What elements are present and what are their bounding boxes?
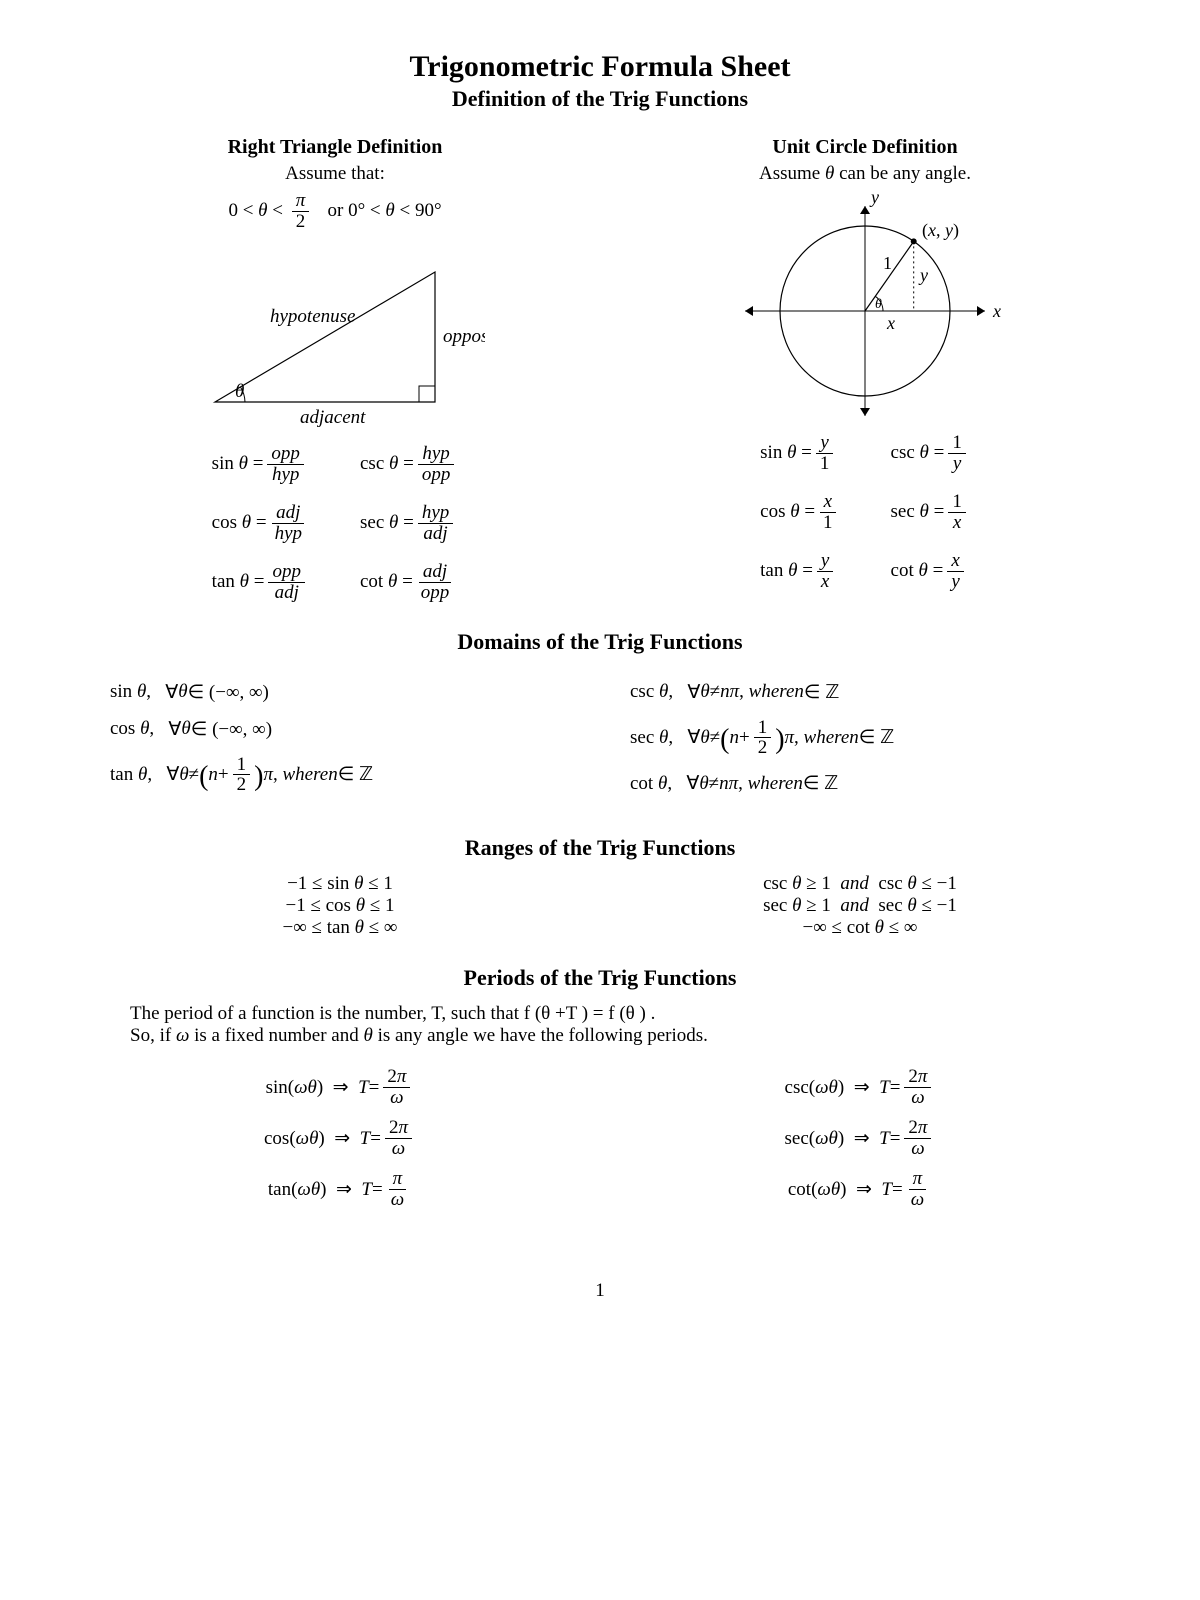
ranges-heading: Ranges of the Trig Functions (90, 835, 1110, 861)
svg-text:opposite: opposite (443, 326, 485, 347)
uc-cot-num: x (947, 551, 963, 572)
right-triangle-panel: Right Triangle Definition Assume that: 0… (90, 136, 580, 603)
rt-cot-num: adj (419, 562, 451, 583)
svg-text:adjacent: adjacent (300, 407, 366, 428)
svg-text:θ: θ (235, 381, 244, 402)
domains-heading: Domains of the Trig Functions (90, 629, 1110, 655)
uc-tan-num: y (817, 551, 833, 572)
rt-tan-num: opp (268, 562, 305, 583)
page-title: Trigonometric Formula Sheet (90, 50, 1110, 84)
rt-cos-num: adj (272, 503, 304, 524)
uc-heading: Unit Circle Definition (620, 136, 1110, 159)
page-number: 1 (90, 1280, 1110, 1302)
svg-text:x: x (992, 301, 1001, 321)
uc-tan-den: x (817, 572, 833, 592)
uc-sec-num: 1 (948, 492, 966, 513)
ranges-section: −1 ≤ sin θ ≤ 1 −1 ≤ cos θ ≤ 1 −∞ ≤ tan θ… (90, 873, 1110, 939)
uc-cos-den: 1 (819, 513, 837, 533)
uc-sin-den: 1 (816, 454, 834, 474)
uc-csc-den: y (949, 454, 965, 474)
rt-sin-den: hyp (268, 465, 303, 485)
rt-cot-den: opp (417, 583, 454, 603)
periods-intro2: So, if ω is a fixed number and θ is any … (130, 1025, 1110, 1047)
svg-text:1: 1 (883, 253, 892, 273)
svg-text:x: x (886, 313, 895, 333)
svg-text:θ: θ (875, 297, 882, 312)
rt-csc-den: opp (418, 465, 455, 485)
svg-text:hypotenuse: hypotenuse (270, 306, 355, 327)
rt-sec-den: adj (419, 524, 451, 544)
uc-formulas: sin θ = y1 cos θ = x1 tan θ = yx csc θ =… (620, 433, 1110, 592)
periods-section: sin(ωθ) ⇒ T = 2πω cos(ωθ) ⇒ T = 2πω tan(… (90, 1057, 1110, 1220)
unit-circle-panel: Unit Circle Definition Assume θ can be a… (620, 136, 1110, 603)
rt-assume: Assume that: (90, 163, 580, 185)
periods-intro1: The period of a function is the number, … (130, 1003, 1110, 1025)
svg-text:(x, y): (x, y) (922, 220, 959, 241)
rt-cos-den: hyp (271, 524, 306, 544)
uc-cot-den: y (947, 572, 963, 592)
rt-heading: Right Triangle Definition (90, 136, 580, 159)
svg-text:y: y (869, 191, 879, 207)
uc-csc-num: 1 (948, 433, 966, 454)
uc-assume: Assume θ can be any angle. (620, 163, 1110, 185)
uc-cos-num: x (820, 492, 836, 513)
rt-csc-num: hyp (418, 444, 453, 465)
uc-sin-num: y (816, 433, 832, 454)
uc-sec-den: x (949, 513, 965, 533)
svg-text:y: y (918, 265, 928, 285)
unit-circle-diagram: θ (x, y) 1 y x x y (620, 191, 1110, 421)
periods-heading: Periods of the Trig Functions (90, 965, 1110, 991)
rt-sin-num: opp (267, 444, 304, 465)
rt-tan-den: adj (271, 583, 303, 603)
rt-sec-num: hyp (418, 503, 453, 524)
domains-section: sin θ, ∀ θ ∈ (−∞, ∞) cos θ, ∀ θ ∈ (−∞, ∞… (90, 667, 1110, 810)
page-subtitle: Definition of the Trig Functions (90, 86, 1110, 112)
rt-formulas: sin θ = opphyp cos θ = adjhyp tan θ = op… (90, 444, 580, 603)
right-triangle-diagram: θ hypotenuse opposite adjacent (90, 242, 580, 432)
rt-condition: 0 < θ < π2 or 0° < θ < 90° (90, 191, 580, 232)
